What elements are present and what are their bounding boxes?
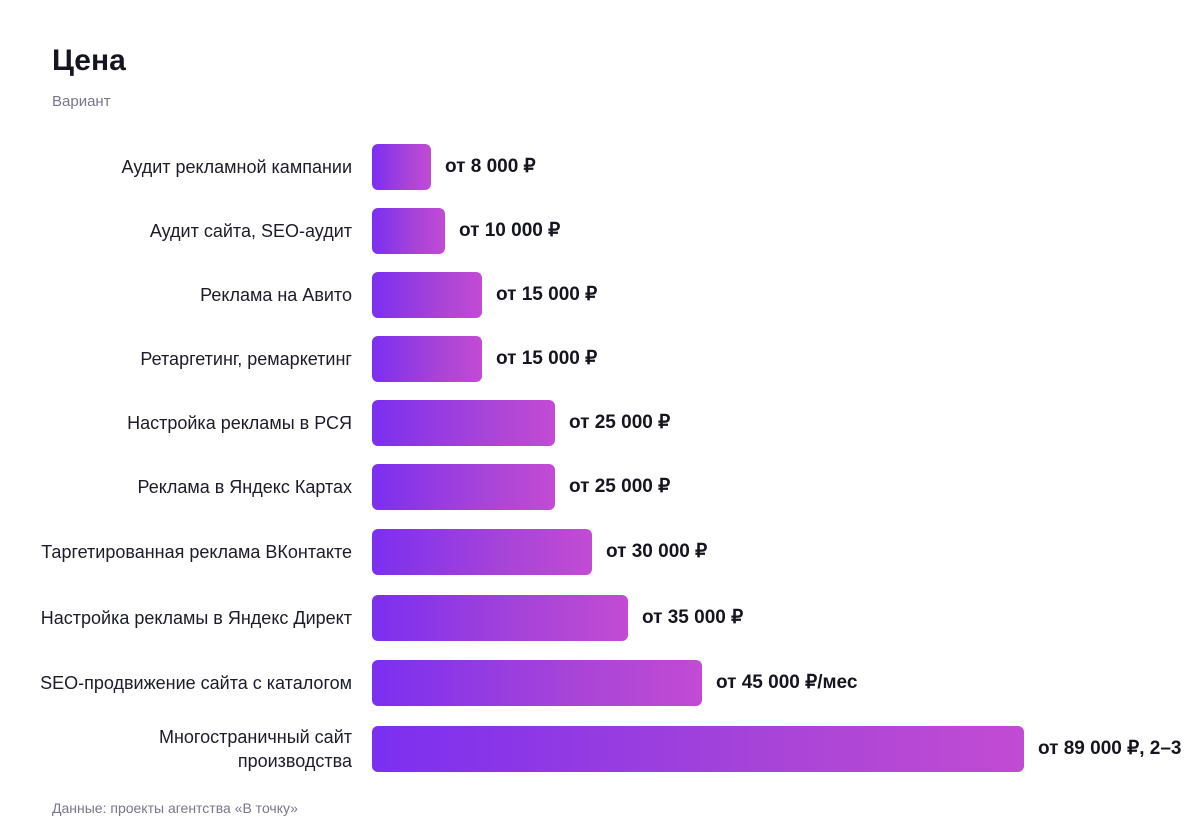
bar (372, 595, 628, 641)
bar (372, 400, 555, 446)
value-label: от 89 000 ₽, 2–3 (1038, 738, 1182, 759)
category-label: Ретаргетинг, ремаркетинг (140, 349, 352, 369)
category-label: Аудит рекламной кампании (121, 157, 352, 177)
bar (372, 272, 482, 318)
value-label: от 15 000 ₽ (496, 348, 598, 369)
bar (372, 660, 702, 706)
category-label: Настройка рекламы в Яндекс Директ (40, 608, 352, 628)
category-label: Реклама на Авито (200, 285, 352, 305)
category-label: Многостраничный сайт производства (158, 727, 352, 771)
bar (372, 336, 482, 382)
category-label: Аудит сайта, SEO-аудит (149, 221, 352, 241)
category-label: SEO-продвижение сайта с каталогом (40, 673, 352, 693)
bar (372, 144, 431, 190)
source-note: Данные: проекты агентства «В точку» (52, 800, 298, 816)
bar (372, 726, 1024, 772)
value-label: от 35 000 ₽ (642, 607, 744, 628)
value-label: от 30 000 ₽ (606, 541, 708, 562)
category-label: Настройка рекламы в РСЯ (127, 413, 352, 433)
category-label: Реклама в Яндекс Картах (137, 477, 352, 497)
value-label: от 25 000 ₽ (569, 476, 671, 497)
value-label: от 8 000 ₽ (445, 156, 536, 177)
value-label: от 10 000 ₽ (459, 220, 561, 241)
chart-subtitle: Вариант (52, 93, 111, 110)
value-label: от 45 000 ₽/мес (716, 672, 858, 693)
bar (372, 529, 592, 575)
chart-title: Цена (52, 44, 126, 77)
value-label: от 15 000 ₽ (496, 284, 598, 305)
bar (372, 464, 555, 510)
value-label: от 25 000 ₽ (569, 412, 671, 433)
bar (372, 208, 445, 254)
category-label: Таргетированная реклама ВКонтакте (41, 542, 352, 562)
